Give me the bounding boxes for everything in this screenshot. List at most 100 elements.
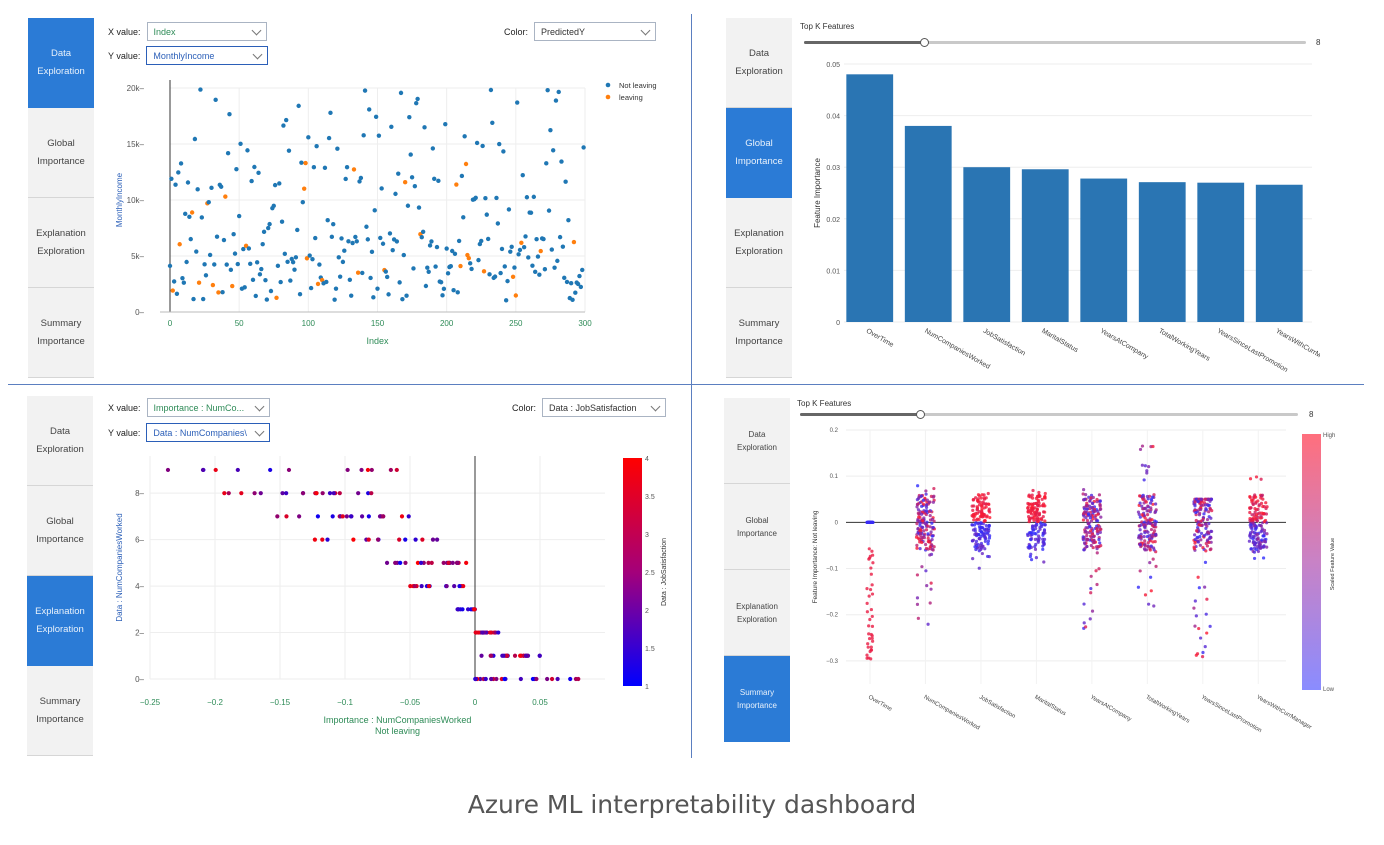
point-not-leaving [484,212,489,217]
swarm-point [979,521,983,525]
point-leaving [274,295,279,300]
point-not-leaving [317,262,322,267]
swarm-point [931,525,935,530]
swarm-point [868,617,872,622]
swarm-point [1091,545,1095,550]
point-not-leaving [469,266,474,272]
nav-summary-importance[interactable]: Summary Importance [724,656,790,742]
slider-thumb[interactable] [915,410,925,419]
nav-global-importance[interactable]: Global Importance [28,108,94,198]
x-value-selected: Index [153,26,176,37]
point-not-leaving [426,269,431,274]
swarm-point [866,645,870,649]
nav-explanation-exploration[interactable]: Explanation Exploration [28,198,94,288]
nav-data-exploration[interactable]: Data Exploration [27,396,93,486]
nav-global-importance[interactable]: Global Importance [726,108,792,198]
swarm-point [865,656,869,660]
color-dropdown[interactable]: PredictedY [534,22,657,41]
swarm-point [1200,655,1205,659]
x-tick-label: 250 [509,319,523,328]
swarm-point [1208,624,1212,628]
swarm-point [1084,526,1088,530]
nav-global-importance[interactable]: Global Importance [724,484,790,570]
point-not-leaving [198,87,203,92]
swarm-point [1255,519,1259,523]
nav-summary-importance[interactable]: Summary Importance [28,288,94,378]
swarm-point [1037,490,1041,495]
nav-summary-importance[interactable]: Summary Importance [27,666,93,756]
y-value-dropdown[interactable]: MonthlyIncome [146,46,269,65]
swarm-point [974,496,978,500]
nav-explanation-exploration[interactable]: Explanation Exploration [724,570,790,656]
swarm-point [1042,531,1046,536]
swarm-point [1249,547,1254,551]
swarm-point [1138,515,1142,519]
data-point [460,607,465,612]
nav-explanation-exploration[interactable]: Explanation Exploration [27,576,93,666]
point-not-leaving [246,246,252,251]
swarm-point [1145,471,1149,475]
point-not-leaving [329,234,335,240]
point-not-leaving [401,252,406,258]
x-value-dropdown[interactable]: Index [146,22,267,41]
slider-track[interactable] [800,413,1298,416]
y-value-dropdown[interactable]: Data : NumCompanies\ [146,423,271,442]
point-not-leaving [430,146,436,151]
data-point [465,607,471,612]
swarm-point [867,594,871,598]
data-point [314,491,319,496]
colorbar [623,458,642,686]
nav-summary-importance[interactable]: Summary Importance [726,288,792,378]
data-point [502,676,507,682]
swarm-point [1035,507,1040,512]
point-leaving [458,263,463,269]
swarm-point [1205,517,1210,522]
color-dropdown[interactable]: Data : JobSatisfaction [542,398,667,417]
swarm-point [1203,497,1208,501]
swarm-point [1095,527,1099,531]
swarm-point [1262,531,1267,535]
swarm-point [987,527,991,531]
data-point [337,491,342,496]
y-value-selected: Data : NumCompanies\ [153,427,247,438]
y-tick-label: −0.3 [826,659,839,665]
data-point [325,537,330,542]
x-tick-label: −0.25 [140,698,161,707]
swarm-point [916,511,920,515]
nav-data-exploration[interactable]: Data Exploration [28,18,94,108]
nav-global-importance[interactable]: Global Importance [27,486,93,576]
swarm-point [925,503,929,507]
point-not-leaving [171,279,177,284]
swarm-point [1087,504,1092,508]
point-not-leaving [459,173,465,179]
point-not-leaving [555,258,560,264]
swarm-point [1259,524,1263,528]
nav-data-exploration[interactable]: Data Exploration [726,18,792,108]
slider-track[interactable] [804,41,1306,44]
swarm-point [1209,516,1213,520]
swarm-point [971,557,975,561]
point-not-leaving [467,261,473,266]
swarm-point [971,498,975,502]
swarm-point [1153,522,1157,526]
swarm-point [1098,507,1102,512]
x-value-dropdown[interactable]: Importance : NumCo... [146,398,270,417]
swarm-point [869,607,873,612]
point-not-leaving [422,125,427,130]
data-point [239,491,244,496]
point-not-leaving [462,134,467,139]
swarm-point [930,537,934,542]
swarm-point [970,523,974,527]
colorbar-title: Scaled Feature Value [1330,538,1336,591]
nav-explanation-exploration[interactable]: Explanation Exploration [726,198,792,288]
swarm-point [1151,557,1155,561]
point-not-leaving [368,275,373,281]
data-point [537,653,542,658]
data-point [369,491,374,496]
nav-data-exploration[interactable]: Data Exploration [724,398,790,484]
slider-thumb[interactable] [920,38,930,47]
y-value-control: Y value: MonthlyIncome [108,46,269,65]
y-value-control: Y value: Data : NumCompanies\ [108,423,271,442]
swarm-point [1254,475,1259,479]
data-point [330,514,335,519]
